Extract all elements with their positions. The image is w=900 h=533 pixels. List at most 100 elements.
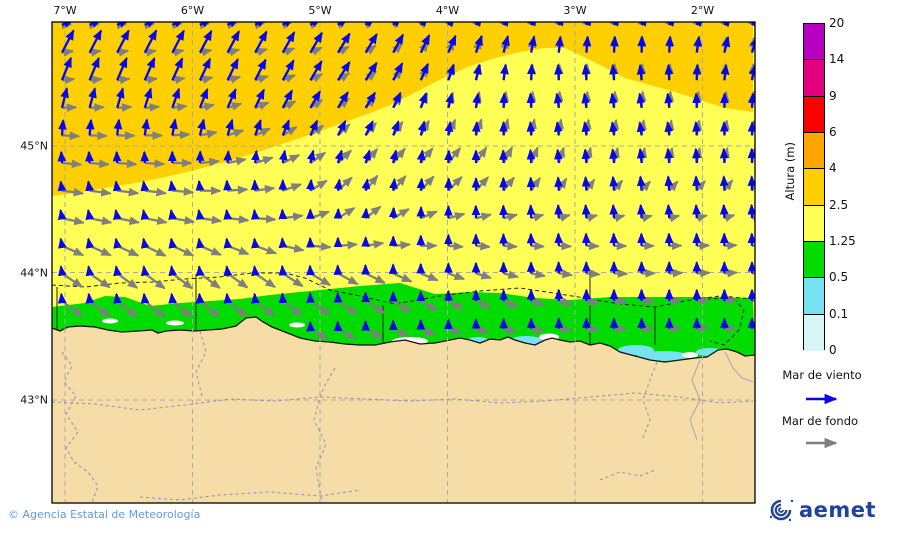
land-region — [52, 317, 755, 503]
swell-arrow — [310, 242, 332, 251]
swell-arrow — [751, 241, 755, 250]
swell-arrow — [117, 48, 130, 57]
wind-sea-arrow — [445, 92, 454, 109]
swell-arrow — [282, 47, 296, 56]
wind-sea-arrow — [582, 22, 592, 27]
wind-sea-arrow — [526, 121, 536, 136]
swell-arrow — [392, 300, 412, 313]
wind-sea-arrow — [555, 22, 564, 27]
wind-sea-arrow — [58, 265, 67, 277]
wind-sea-arrow — [278, 237, 288, 249]
swell-arrow — [117, 103, 133, 112]
swell-arrow — [61, 103, 78, 112]
sea-region-0.1-0.5m — [637, 351, 689, 361]
swell-arrow — [61, 159, 83, 169]
wind-sea-arrow — [473, 63, 482, 81]
wind-sea-arrow — [113, 292, 122, 304]
swell-arrow — [144, 159, 166, 168]
swell-legend-label: Mar de fondo — [781, 414, 859, 428]
wind-sea-arrow — [116, 56, 128, 81]
wind-sea-arrow — [389, 149, 399, 164]
swell-arrow — [117, 159, 138, 169]
wind-sea-arrow — [309, 119, 319, 136]
swell-arrow — [89, 159, 110, 169]
wind-sea-arrow — [140, 237, 150, 249]
wind-sea-arrow — [60, 56, 73, 81]
wind-sea-arrow — [749, 22, 755, 28]
wind-sea-arrow — [581, 203, 591, 219]
wind-sea-arrow — [168, 292, 177, 304]
wind-sea-arrow — [60, 29, 75, 54]
lat-tick-label: 43°N — [20, 393, 48, 407]
swell-arrow — [364, 300, 386, 315]
swell-arrow — [558, 324, 573, 334]
wind-sea-arrow — [113, 118, 123, 136]
wind-sea-arrow — [416, 177, 426, 191]
wind-sea-arrow — [581, 63, 591, 81]
wind-sea-arrow — [225, 118, 234, 136]
wind-sea-arrow — [418, 91, 428, 109]
wind-sea-arrow — [57, 208, 67, 221]
swell-arrow — [669, 296, 683, 306]
wind-sea-arrow — [168, 265, 178, 277]
wind-sea-arrow — [472, 22, 483, 27]
wind-sea-arrow — [337, 32, 351, 54]
wave-height-colorbar — [803, 23, 825, 351]
wind-sea-arrow — [527, 22, 537, 27]
swell-arrow — [724, 268, 739, 278]
wind-sea-arrow — [251, 265, 260, 277]
wind-sea-arrow — [254, 30, 268, 54]
wind-sea-arrow — [364, 91, 376, 109]
wind-sea-arrow — [665, 22, 676, 27]
wind-sea-arrow — [501, 34, 510, 53]
wind-sea-arrow — [140, 180, 150, 192]
wind-sea-arrow — [665, 35, 674, 53]
swell-arrow — [448, 212, 466, 221]
colorbar-tick-label: 0.1 — [829, 306, 849, 321]
wind-sea-arrow — [553, 121, 563, 136]
lat-tick-label: 45°N — [20, 139, 48, 153]
coastline — [52, 316, 755, 363]
sea-region-0-0.1m — [682, 352, 698, 358]
wind-sea-arrow — [171, 87, 181, 109]
wind-sea-arrow — [364, 61, 378, 81]
wind-sea-arrow — [254, 88, 265, 109]
wind-sea-arrow — [636, 92, 646, 108]
colorbar-segment — [804, 278, 824, 315]
swell-arrow — [254, 156, 274, 165]
wind-sea-arrow — [664, 121, 674, 136]
wind-sea-arrow — [609, 203, 619, 219]
swell-arrow — [696, 324, 710, 333]
wind-sea-arrow — [195, 292, 205, 304]
wind-sea-arrow — [361, 207, 370, 219]
wind-sea-arrow — [199, 22, 212, 28]
wind-sea-arrow — [195, 265, 205, 277]
swell-arrow — [337, 300, 359, 316]
wind-sea-arrow — [554, 63, 563, 81]
wind-sea-arrow — [223, 292, 233, 304]
swell-arrow — [199, 102, 216, 112]
swell-arrow — [558, 297, 573, 307]
swell-arrow — [420, 210, 438, 220]
province-boundary — [195, 330, 207, 397]
sea-region-0-0.1m — [166, 320, 184, 326]
swell-arrow — [172, 75, 186, 85]
wind-sea-arrow — [447, 34, 457, 54]
wind-sea-arrow — [85, 237, 95, 249]
swell-arrow — [420, 272, 439, 282]
wind-sea-arrow — [198, 57, 212, 81]
wind-sea-arrow — [636, 121, 646, 136]
wind-sea-arrow — [390, 22, 402, 27]
wind-sea-arrow — [141, 118, 151, 136]
province-boundary — [139, 489, 361, 501]
wind-sea-arrow — [389, 177, 398, 191]
swell-arrow — [227, 75, 242, 84]
lon-tick-label: 3°W — [563, 4, 587, 17]
wind-sea-arrow — [747, 92, 755, 108]
wind-sea-arrow — [143, 29, 158, 54]
wind-sea-arrow — [254, 58, 267, 81]
wind-sea-arrow — [391, 120, 400, 136]
swell-arrow — [696, 268, 711, 278]
map-layers — [52, 22, 755, 503]
colorbar-segment — [804, 314, 824, 351]
